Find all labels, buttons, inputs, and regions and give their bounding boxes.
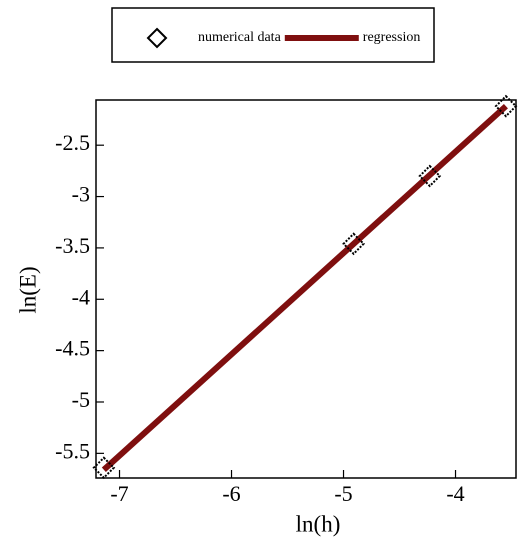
legend-box	[111, 7, 435, 63]
y-tick-label: -4.5	[55, 336, 90, 361]
x-tick-label: -6	[222, 481, 240, 506]
y-tick-label: -2.5	[55, 130, 90, 155]
plot-frame	[95, 99, 517, 479]
x-axis-label: ln(h)	[296, 511, 341, 536]
data-point	[418, 164, 442, 188]
x-tick-label: -7	[110, 481, 128, 506]
regression-line	[101, 103, 508, 473]
legend-label: numerical data	[198, 30, 282, 45]
y-tick-label: -5	[72, 387, 90, 412]
legend-marker	[146, 27, 168, 49]
y-axis-label: ln(E)	[15, 266, 40, 313]
y-tick-label: -4	[72, 284, 90, 309]
data-point	[494, 94, 518, 118]
data-point	[92, 456, 116, 480]
y-tick-label: -3.5	[55, 233, 90, 258]
x-tick-label: -5	[334, 481, 352, 506]
y-tick-label: -5.5	[55, 438, 90, 463]
legend-label: regression	[363, 30, 421, 45]
data-point	[342, 232, 366, 256]
x-tick-label: -4	[446, 481, 464, 506]
y-tick-label: -3	[72, 182, 90, 207]
